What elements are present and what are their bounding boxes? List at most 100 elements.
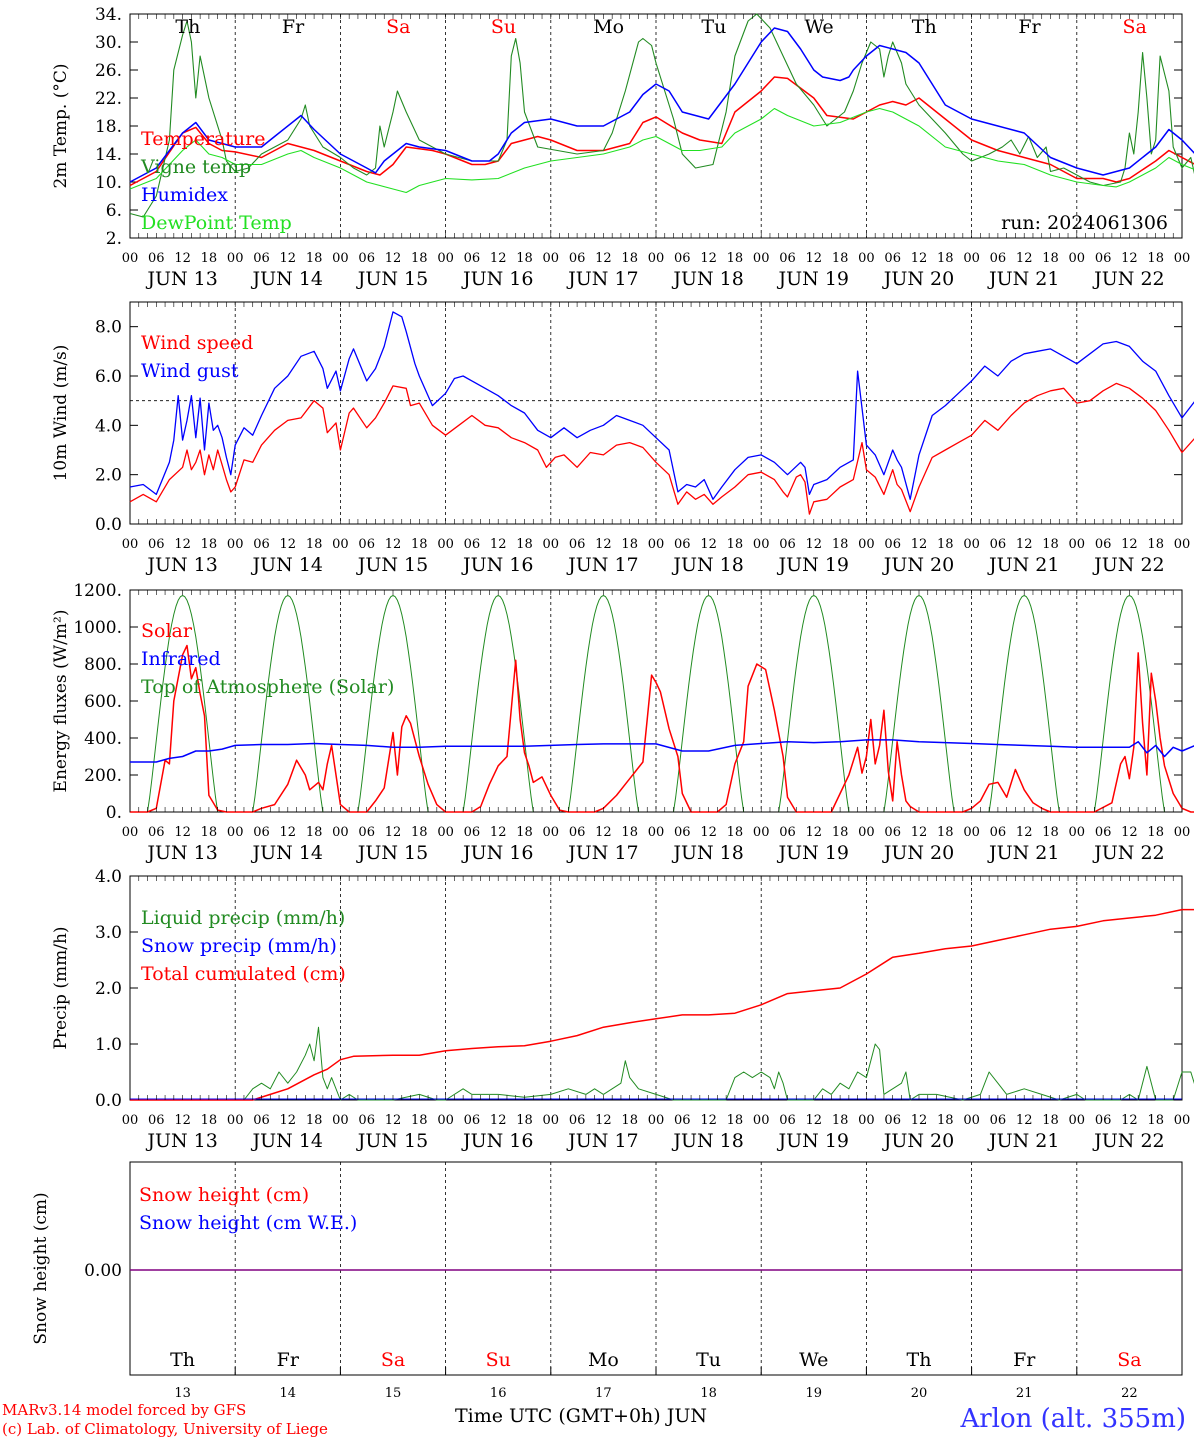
hour-tick-label: 06 xyxy=(569,537,586,552)
x-axis-title-text: Time UTC (GMT+0h) xyxy=(455,1405,661,1427)
hour-tick-label: 18 xyxy=(832,1113,849,1128)
day-name-label: Sa xyxy=(1117,1349,1141,1371)
hour-tick-label: 12 xyxy=(806,537,823,552)
legend-entry: Liquid precip (mm/h) xyxy=(141,907,345,929)
hour-tick-label: 12 xyxy=(911,825,928,840)
day-number-label: 19 xyxy=(806,1386,823,1401)
y-axis-label: Snow height (cm) xyxy=(31,1192,51,1344)
hour-tick-label: 00 xyxy=(1174,537,1191,552)
hour-tick-label: 00 xyxy=(648,537,665,552)
y-tick-label: 0.00 xyxy=(84,1261,122,1281)
date-label: JUN 19 xyxy=(777,268,849,290)
date-label: JUN 18 xyxy=(671,554,743,576)
date-label: JUN 17 xyxy=(566,268,638,290)
date-label: JUN 17 xyxy=(566,554,638,576)
day-name-label: We xyxy=(804,16,833,38)
hour-tick-label: 18 xyxy=(832,537,849,552)
hour-tick-label: 18 xyxy=(306,1113,323,1128)
legend-entry: Snow height (cm W.E.) xyxy=(139,1212,357,1234)
hour-tick-label: 12 xyxy=(490,825,507,840)
hour-tick-label: 06 xyxy=(148,1113,165,1128)
date-label: JUN 13 xyxy=(145,842,217,864)
hour-tick-label: 12 xyxy=(1016,825,1033,840)
day-number-label: 15 xyxy=(385,1386,402,1401)
date-label: JUN 19 xyxy=(777,554,849,576)
hour-tick-label: 06 xyxy=(358,1113,375,1128)
day-number-label: 13 xyxy=(174,1386,191,1401)
date-label: JUN 15 xyxy=(356,842,428,864)
hour-tick-label: 18 xyxy=(516,1113,533,1128)
date-label: JUN 14 xyxy=(251,842,323,864)
hour-tick-label: 00 xyxy=(437,537,454,552)
hour-tick-label: 18 xyxy=(727,251,744,266)
hour-tick-label: 00 xyxy=(963,537,980,552)
hour-tick-label: 00 xyxy=(648,825,665,840)
date-label: JUN 22 xyxy=(1092,1130,1164,1152)
hour-tick-label: 00 xyxy=(332,825,349,840)
y-tick-label: 2.0 xyxy=(95,979,122,999)
hour-tick-label: 00 xyxy=(227,537,244,552)
series-infrared xyxy=(130,739,1194,763)
hour-tick-label: 00 xyxy=(543,1113,560,1128)
date-label: JUN 21 xyxy=(987,268,1059,290)
date-label: JUN 16 xyxy=(461,268,533,290)
hour-tick-label: 06 xyxy=(148,537,165,552)
day-name-label: Tu xyxy=(696,1349,721,1371)
y-tick-label: 200. xyxy=(84,766,122,786)
hour-tick-label: 18 xyxy=(621,251,638,266)
hour-tick-label: 06 xyxy=(1095,825,1112,840)
hour-tick-label: 12 xyxy=(1121,251,1138,266)
hour-tick-label: 00 xyxy=(1069,537,1086,552)
panel-2: 0.0 2.0 4.0 6.0 8.0 10m Wind (m/s) 00 06 12 18 00 0… xyxy=(51,301,1194,576)
hour-tick-label: 06 xyxy=(253,1113,270,1128)
hour-tick-label: 06 xyxy=(674,1113,691,1128)
hour-tick-label: 12 xyxy=(174,825,191,840)
y-tick-label: 600. xyxy=(84,692,122,712)
x-axis-title: Time UTC (GMT+0h) JUN xyxy=(455,1405,707,1427)
y-tick-label: 14. xyxy=(95,145,122,165)
hour-tick-label: 12 xyxy=(174,1113,191,1128)
date-label: JUN 20 xyxy=(882,842,954,864)
lab-credit: (c) Lab. of Climatology, University of L… xyxy=(2,1420,328,1438)
panel-1: 2. 6. 10. 14. 18. 22. 26. 30. 34. 2m Temp. (°C) 00… xyxy=(51,5,1194,290)
date-label: JUN 15 xyxy=(356,268,428,290)
date-label: JUN 21 xyxy=(987,554,1059,576)
date-label: JUN 21 xyxy=(987,1130,1059,1152)
y-tick-label: 1200. xyxy=(73,581,122,601)
hour-tick-label: 18 xyxy=(727,1113,744,1128)
hour-tick-label: 12 xyxy=(1016,537,1033,552)
y-tick-label: 6. xyxy=(106,201,122,221)
day-name-label: Mo xyxy=(593,16,624,38)
hour-tick-label: 18 xyxy=(306,251,323,266)
run-label: run: 2024061306 xyxy=(1001,212,1168,234)
hour-tick-label: 18 xyxy=(201,251,218,266)
day-name-label: Fr xyxy=(277,1349,300,1371)
hour-tick-label: 00 xyxy=(122,251,139,266)
hour-tick-label: 06 xyxy=(464,1113,481,1128)
date-label: JUN 16 xyxy=(461,554,533,576)
date-label: JUN 21 xyxy=(987,842,1059,864)
hour-tick-label: 06 xyxy=(358,251,375,266)
hour-tick-label: 00 xyxy=(1174,1113,1191,1128)
hour-tick-label: 06 xyxy=(674,825,691,840)
hour-tick-label: 18 xyxy=(1147,251,1164,266)
legend-entry: Snow precip (mm/h) xyxy=(141,935,337,957)
series-vigne-temp xyxy=(129,13,1194,218)
y-tick-label: 4.0 xyxy=(95,416,122,436)
hour-tick-label: 00 xyxy=(437,251,454,266)
hour-tick-label: 06 xyxy=(464,825,481,840)
day-name-label: Fr xyxy=(1018,16,1041,38)
hour-tick-label: 18 xyxy=(727,537,744,552)
hour-tick-label: 00 xyxy=(122,1113,139,1128)
legend-entry: Temperature xyxy=(141,128,265,150)
hour-tick-label: 12 xyxy=(700,825,717,840)
hour-tick-label: 00 xyxy=(1174,825,1191,840)
y-tick-label: 2. xyxy=(106,229,122,249)
y-axis-label: Energy fluxes (W/m²) xyxy=(51,610,71,793)
hour-tick-label: 12 xyxy=(595,1113,612,1128)
hour-tick-label: 18 xyxy=(832,251,849,266)
series-dewpoint-temp xyxy=(129,107,1194,194)
hour-tick-label: 12 xyxy=(174,537,191,552)
date-label: JUN 14 xyxy=(251,268,323,290)
date-label: JUN 22 xyxy=(1092,842,1164,864)
